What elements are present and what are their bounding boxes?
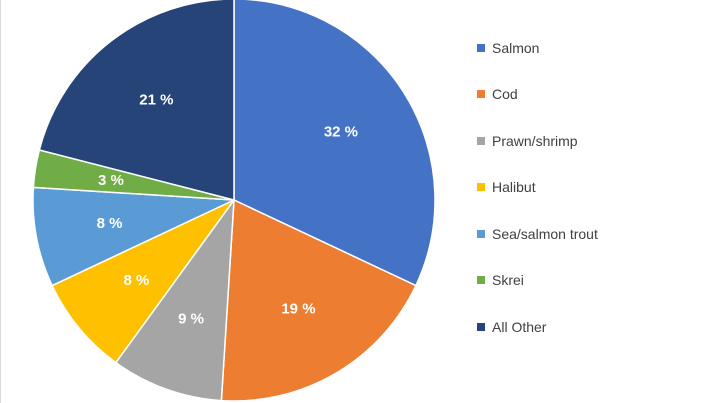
- pie-slice-salmon: [233, 0, 436, 287]
- legend-swatch: [477, 90, 485, 98]
- data-label-cod: 19 %: [281, 300, 315, 317]
- legend-label: Halibut: [492, 179, 536, 195]
- legend-item-skrei: Skrei: [477, 269, 702, 292]
- chart-legend: Salmon Cod Prawn/shrimp Halibut Sea/salmon t…: [477, 36, 702, 362]
- legend-swatch: [477, 183, 485, 191]
- data-label-skrei: 3 %: [98, 172, 124, 189]
- legend-swatch: [477, 276, 485, 284]
- legend-item-all-other: All Other: [477, 315, 702, 338]
- legend-label: Salmon: [492, 39, 540, 56]
- legend-label: Cod: [492, 86, 518, 102]
- legend-swatch: [477, 43, 485, 52]
- data-label-all-other: 21 %: [139, 91, 173, 108]
- pie-slice-prawn-shrimp: [114, 197, 235, 402]
- data-label-salmon: 32 %: [324, 124, 358, 141]
- legend-label: Prawn/shrimp: [492, 132, 578, 149]
- data-label-prawn-shrimp: 9 %: [178, 311, 204, 328]
- legend-swatch: [477, 229, 485, 238]
- legend-item-sea-salmon-trout: Sea/salmon trout: [477, 222, 702, 245]
- legend-item-salmon: Salmon: [477, 36, 702, 59]
- legend-item-prawn-shrimp: Prawn/shrimp: [477, 129, 702, 152]
- pie-slice-all-other: [38, 0, 235, 201]
- legend-item-cod: Cod: [477, 83, 702, 106]
- data-label-halibut: 8 %: [124, 272, 150, 289]
- data-label-sea-salmon-trout: 8 %: [97, 215, 123, 232]
- legend-swatch: [477, 136, 485, 145]
- legend-label: Skrei: [492, 272, 524, 288]
- legend-label: Sea/salmon trout: [492, 225, 598, 242]
- legend-item-halibut: Halibut: [477, 176, 702, 199]
- pie-slice-cod: [220, 198, 417, 402]
- pie-slice-halibut: [51, 199, 235, 364]
- legend-label: All Other: [492, 318, 547, 335]
- pie-plot-area: 32 % 19 % 9 % 8 % 8 % 3 % 21 %: [32, 0, 436, 402]
- pie-slice-sea-salmon-trout: [32, 186, 235, 287]
- legend-swatch: [477, 322, 485, 331]
